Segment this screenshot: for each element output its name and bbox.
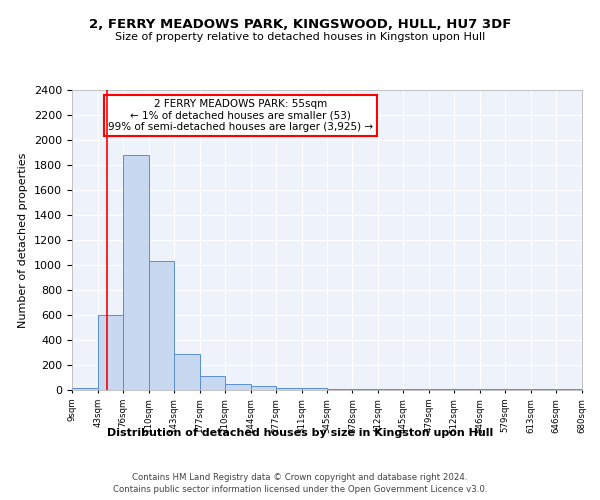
Bar: [302, 388, 328, 390]
Text: Contains HM Land Registry data © Crown copyright and database right 2024.: Contains HM Land Registry data © Crown c…: [132, 472, 468, 482]
Bar: [123, 155, 149, 390]
Bar: [149, 261, 174, 390]
Bar: [174, 354, 200, 390]
Text: 2 FERRY MEADOWS PARK: 55sqm
← 1% of detached houses are smaller (53)
99% of semi: 2 FERRY MEADOWS PARK: 55sqm ← 1% of deta…: [108, 99, 373, 132]
Bar: [98, 315, 123, 390]
Y-axis label: Number of detached properties: Number of detached properties: [19, 152, 28, 328]
Text: Contains public sector information licensed under the Open Government Licence v3: Contains public sector information licen…: [113, 485, 487, 494]
Text: Size of property relative to detached houses in Kingston upon Hull: Size of property relative to detached ho…: [115, 32, 485, 42]
Text: Distribution of detached houses by size in Kingston upon Hull: Distribution of detached houses by size …: [107, 428, 493, 438]
Text: 2, FERRY MEADOWS PARK, KINGSWOOD, HULL, HU7 3DF: 2, FERRY MEADOWS PARK, KINGSWOOD, HULL, …: [89, 18, 511, 30]
Bar: [251, 386, 275, 390]
Bar: [225, 384, 251, 390]
Bar: [275, 388, 302, 390]
Bar: [72, 388, 98, 390]
Bar: [200, 376, 225, 390]
